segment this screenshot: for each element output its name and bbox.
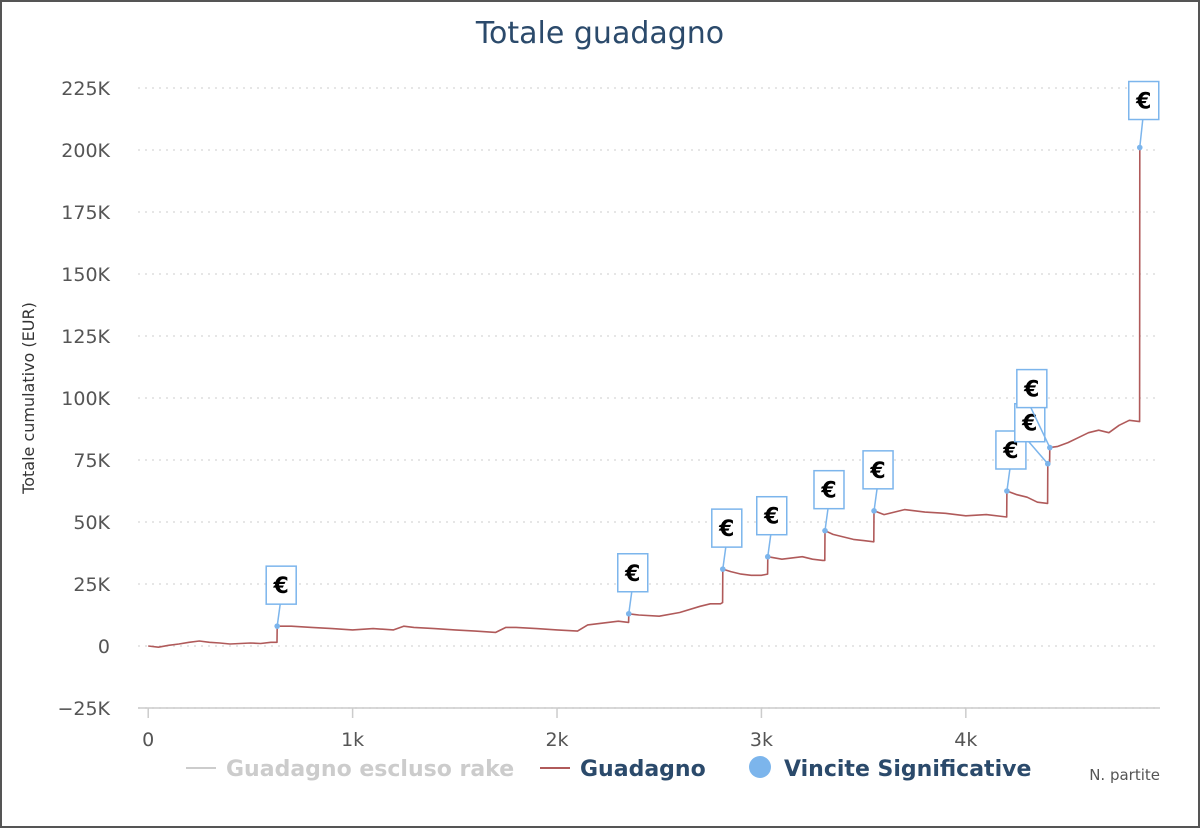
y-tick-label: 175K	[61, 202, 110, 224]
flag-label: €	[1002, 439, 1018, 464]
flag-point	[719, 566, 726, 572]
legend-item[interactable]: Vincite Significative	[749, 756, 1031, 782]
y-tick-label: −25K	[57, 698, 110, 720]
flag-point	[274, 623, 280, 629]
flag-label: €	[1023, 378, 1039, 403]
flag-stem	[1139, 119, 1144, 148]
flag-box	[1014, 402, 1046, 443]
y-tick-label: 0	[98, 636, 110, 658]
vincita-flag[interactable]: €	[995, 430, 1027, 494]
flag-point	[822, 527, 828, 534]
chart-title: Totale guadagno	[475, 16, 724, 51]
y-tick-label: 25K	[73, 574, 110, 596]
flag-box	[813, 469, 845, 510]
y-tick-label: 225K	[61, 78, 110, 100]
flag-stem	[722, 547, 727, 570]
vincita-flag[interactable]: €	[862, 450, 894, 514]
flag-point	[1136, 144, 1143, 151]
flag-label: €	[718, 517, 734, 542]
flag-stem	[1006, 468, 1011, 492]
vincita-flag[interactable]: €	[1016, 368, 1053, 451]
legend-label: Guadagno escluso rake	[226, 757, 514, 782]
flag-label: €	[1135, 90, 1151, 115]
legend-label: Vincite Significative	[784, 757, 1031, 782]
x-axis: 0 1k 2k 3k 4k	[138, 707, 1160, 751]
vincita-flag[interactable]: €	[1128, 80, 1160, 151]
flag-box	[756, 495, 788, 536]
y-tick-label: 75K	[73, 450, 110, 472]
flag-point	[625, 610, 632, 617]
flag-stem	[824, 508, 829, 531]
flag-stem	[873, 488, 878, 511]
flag-label: €	[624, 562, 640, 587]
flag-box	[1016, 368, 1048, 409]
flag-box	[862, 450, 894, 490]
flag-stem	[1030, 407, 1051, 448]
x-tick-label: 3k	[750, 729, 773, 751]
flag-label: €	[869, 459, 885, 484]
y-tick-label: 125K	[61, 326, 110, 348]
y-tick-label: 200K	[61, 140, 110, 162]
x-tick-label: 2k	[545, 729, 568, 751]
x-tick-label: 1k	[341, 729, 364, 751]
legend-item[interactable]: Guadagno escluso rake	[186, 757, 514, 782]
flag-label: €	[763, 505, 779, 530]
flags-layer: € €€ €€€€€€€	[265, 80, 1160, 629]
flag-box	[617, 553, 649, 593]
vincita-flag[interactable]: €	[617, 553, 649, 617]
y-axis-title: Totale cumulativo (EUR)	[19, 302, 38, 495]
flag-label: €	[273, 574, 289, 599]
legend-item[interactable]: Guadagno	[540, 757, 706, 782]
flag-box	[265, 565, 297, 605]
y-tick-label: 150K	[61, 264, 110, 286]
flag-point	[1044, 460, 1051, 467]
vincita-flag[interactable]: €	[711, 508, 743, 572]
flag-stem	[767, 534, 772, 557]
vincita-flag[interactable]: €	[1014, 402, 1051, 467]
y-tick-label: 50K	[73, 512, 110, 534]
vincita-flag[interactable]: €	[265, 565, 297, 629]
x-axis-title: N. partite	[1089, 766, 1160, 784]
flag-box	[995, 430, 1027, 470]
flag-stem	[276, 604, 281, 627]
flag-box	[711, 508, 743, 548]
flag-point	[1047, 444, 1053, 451]
legend-label: Guadagno	[580, 757, 706, 782]
vincita-flag[interactable]: €	[756, 495, 788, 560]
flag-label: €	[820, 479, 836, 504]
series-layer	[148, 147, 1141, 648]
flag-point	[1004, 488, 1010, 494]
flag-point	[764, 553, 771, 560]
flag-point	[871, 508, 877, 514]
flag-box	[1128, 80, 1160, 121]
legend-dot-symbol	[749, 756, 771, 778]
flag-stem	[1028, 441, 1049, 465]
flag-label: €	[1021, 412, 1037, 437]
y-axis: −25K 0 25K 50K 75K 100K 125K 150K 175K 200K 225K	[57, 78, 110, 720]
x-tick-label: 0	[142, 729, 154, 751]
y-tick-label: 100K	[61, 388, 110, 410]
x-tick-label: 4k	[954, 729, 977, 751]
legend: Guadagno escluso rake Guadagno Vincite Sig…	[186, 756, 1031, 782]
series-guadagno-line	[148, 147, 1141, 648]
flag-stem	[628, 591, 633, 614]
vincita-flag[interactable]: €	[813, 469, 845, 534]
